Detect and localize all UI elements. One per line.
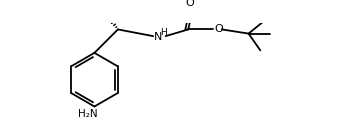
Text: N: N xyxy=(154,32,162,42)
Text: O: O xyxy=(186,0,194,8)
Text: H: H xyxy=(160,28,167,37)
Text: H₂N: H₂N xyxy=(78,109,97,119)
Text: O: O xyxy=(214,24,223,34)
